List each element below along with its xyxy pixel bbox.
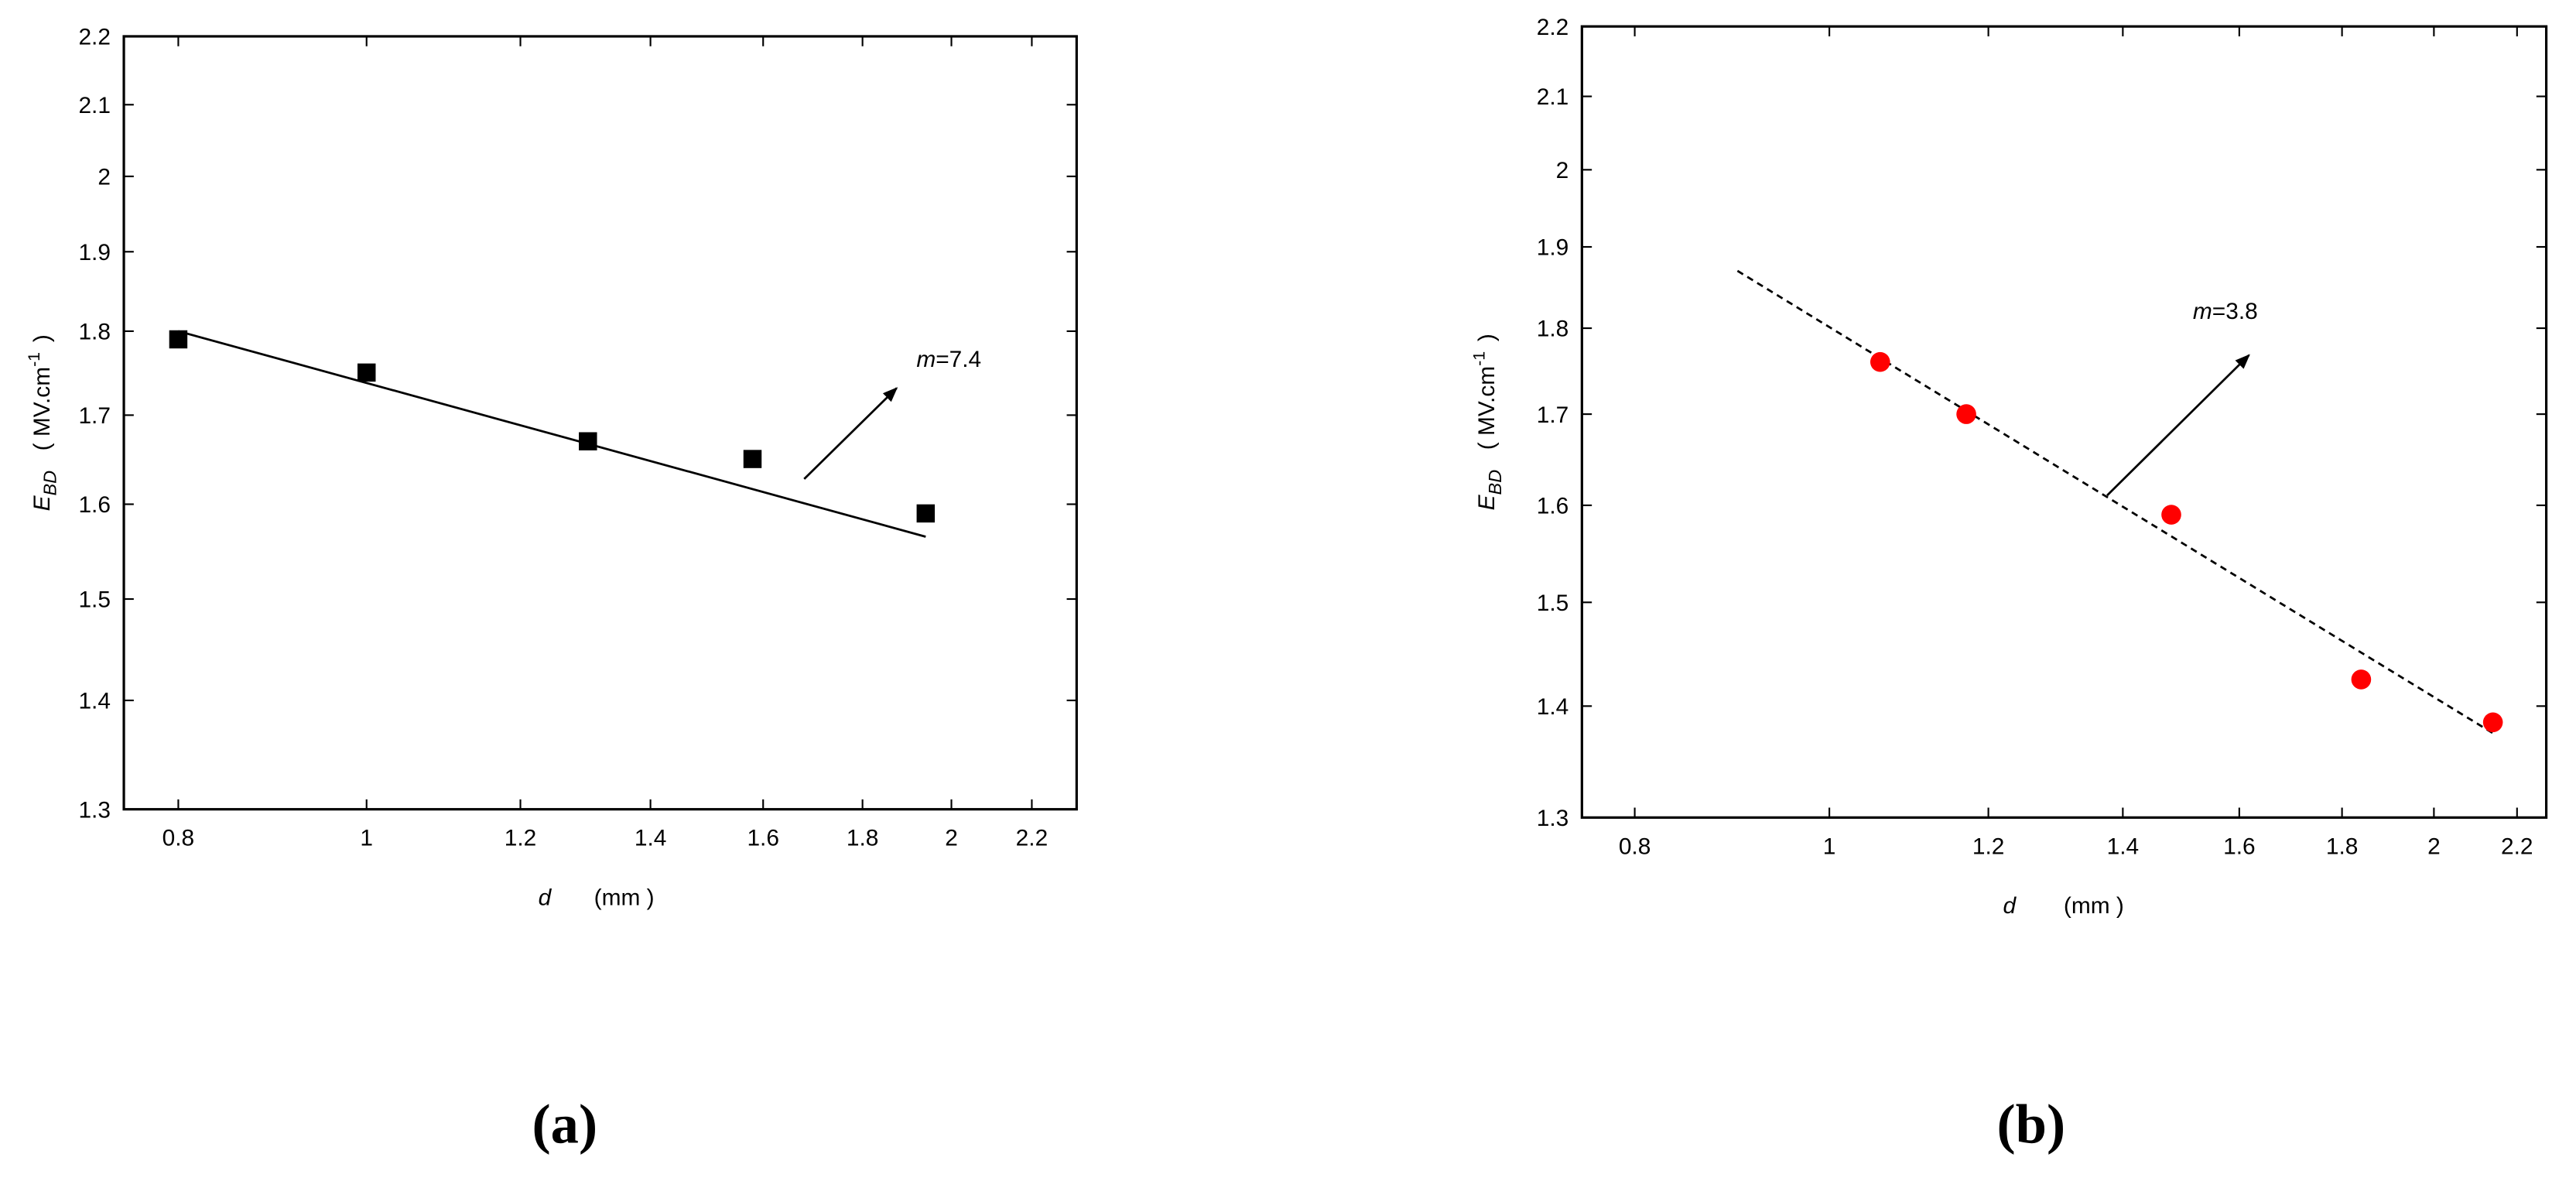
y-label-subscript: BD <box>40 471 60 496</box>
data-point <box>357 363 376 382</box>
annotation-arrow <box>2106 354 2250 497</box>
x-tick-label: 1 <box>360 826 373 851</box>
x-tick-label: 1.8 <box>847 826 879 851</box>
y-tick-label: 2.1 <box>1537 84 1569 110</box>
y-label-symbol: E <box>29 495 55 511</box>
y-label-superscript: -1 <box>25 352 43 367</box>
plot-frame <box>1580 25 2548 819</box>
x-tick-label: 2 <box>2427 834 2441 859</box>
x-tick-label: 0.8 <box>162 826 195 851</box>
y-tick-label: 1.9 <box>1537 235 1569 261</box>
plot-frame <box>122 35 1078 811</box>
y-tick-label: 1.8 <box>78 320 111 345</box>
x-tick-label: 1.6 <box>2223 834 2256 859</box>
y-tick-label: 1.9 <box>78 240 111 265</box>
annotation-text: =7.4 <box>936 347 981 372</box>
annotation: m=3.8 <box>2193 299 2258 324</box>
y-tick-label: 1.3 <box>78 797 111 823</box>
x-tick-label: 2.2 <box>1016 826 1049 851</box>
y-tick-label: 1.3 <box>1537 806 1569 831</box>
chart-panel: 0.8 1 1.2 1.4 1.6 1.8 2 2.2 1.3 1.4 1.5 1.6 1.7 1.8 1.… <box>1469 15 2548 919</box>
y-label-subscript: BD <box>1485 470 1505 495</box>
x-label-symbol: d <box>539 885 552 910</box>
data-point <box>916 504 936 523</box>
x-tick-label: 1.6 <box>747 826 779 851</box>
x-tick-label: 1.4 <box>2107 834 2140 859</box>
y-tick-label: 1.7 <box>1537 402 1569 428</box>
fit-line <box>1736 269 2494 734</box>
y-tick-label: 1.4 <box>1537 694 1569 720</box>
y-label-unit: ( MV.cm <box>1474 366 1500 450</box>
data-point <box>579 432 597 450</box>
y-tick-label: 1.6 <box>78 492 111 518</box>
data-point <box>743 450 762 468</box>
y-tick-label: 1.7 <box>78 403 111 429</box>
y-label-symbol: E <box>1474 494 1500 510</box>
y-label: EBD ( MV.cm-1) <box>1469 334 1504 510</box>
chart-panel: 0.8 1 1.2 1.4 1.6 1.8 2 2.2 1.3 1.4 1.5 1.6 1.7 1.8 1.… <box>25 25 1078 910</box>
y-tick-label: 1.5 <box>1537 591 1569 616</box>
panel-label: (b) <box>1996 1093 2065 1155</box>
panel-label: (a) <box>532 1093 598 1155</box>
y-label-close: ) <box>1474 334 1500 341</box>
x-tick-label: 2 <box>945 826 958 851</box>
y-tick-label: 1.4 <box>78 689 111 714</box>
x-tick-label: 1.8 <box>2326 834 2359 859</box>
annotation: m=7.4 <box>916 347 981 372</box>
y-tick-label: 2.2 <box>1537 15 1569 40</box>
y-tick-label: 1.8 <box>1537 317 1569 342</box>
annotation-arrow <box>803 387 898 480</box>
data-point <box>1956 404 1976 424</box>
x-label-unit: (mm ) <box>2064 893 2124 919</box>
annotation-symbol: m <box>916 347 936 372</box>
y-tick-label: 1.6 <box>1537 494 1569 519</box>
x-tick-label: 1.4 <box>635 826 667 851</box>
x-tick-label: 2.2 <box>2501 834 2533 859</box>
y-tick-label: 1.5 <box>78 587 111 613</box>
data-point <box>1870 351 1890 372</box>
data-point <box>169 330 188 349</box>
data-point <box>2161 505 2181 525</box>
y-tick-label: 2 <box>97 165 111 190</box>
y-label-superscript: -1 <box>1469 351 1488 366</box>
x-label-unit: (mm ) <box>594 885 655 910</box>
x-tick-label: 1.2 <box>1972 834 2005 859</box>
x-tick-label: 1 <box>1823 834 1836 859</box>
fit-line <box>178 330 926 538</box>
data-point <box>2482 712 2503 733</box>
y-label: EBD ( MV.cm-1) <box>25 334 60 511</box>
y-tick-label: 2.2 <box>78 25 111 50</box>
x-tick-label: 0.8 <box>1619 834 1651 859</box>
y-tick-label: 2.1 <box>78 93 111 118</box>
annotation-symbol: m <box>2193 299 2212 324</box>
annotation-text: =3.8 <box>2212 299 2258 324</box>
x-tick-label: 1.2 <box>505 826 537 851</box>
y-label-close: ) <box>29 334 55 342</box>
x-label-symbol: d <box>2003 893 2017 919</box>
data-point <box>2351 669 2372 690</box>
y-label-unit: ( MV.cm <box>29 367 55 450</box>
y-tick-label: 2 <box>1556 158 1569 183</box>
